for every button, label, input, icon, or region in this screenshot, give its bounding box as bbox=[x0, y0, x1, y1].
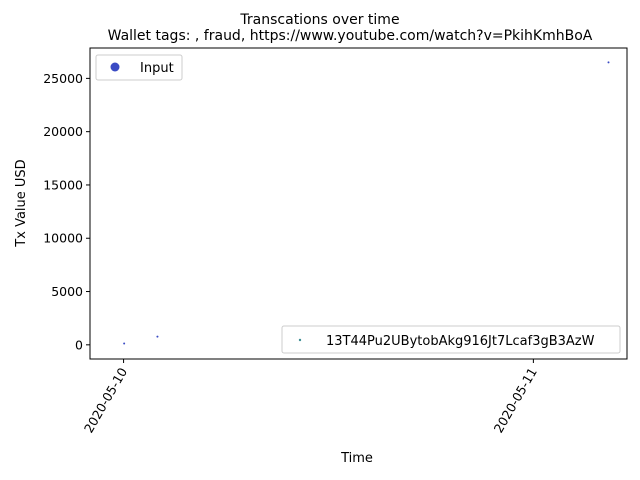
y-tick-label: 5000 bbox=[51, 284, 83, 299]
y-tick-label: 20000 bbox=[43, 124, 83, 139]
data-point bbox=[156, 335, 159, 338]
y-tick-label: 15000 bbox=[43, 177, 83, 192]
data-point bbox=[123, 342, 126, 345]
x-axis-label: Time bbox=[340, 451, 373, 466]
legend-address: 13T44Pu2UBytobAkg916Jt7Lcaf3gB3AzW bbox=[281, 325, 621, 354]
legend-address-label: 13T44Pu2UBytobAkg916Jt7Lcaf3gB3AzW bbox=[326, 334, 595, 349]
y-axis: 0 5000 10000 15000 20000 25000 bbox=[43, 71, 90, 352]
y-tick-label: 25000 bbox=[43, 71, 83, 86]
y-tick-label: 10000 bbox=[43, 231, 83, 246]
y-tick-label: 0 bbox=[75, 337, 83, 352]
legend-input-marker bbox=[110, 62, 120, 72]
legend-input-frame bbox=[95, 54, 183, 81]
chart-title: Transcations over time bbox=[239, 12, 399, 28]
x-axis: 2020-05-10 2020-05-11 bbox=[81, 359, 540, 435]
plot-area bbox=[89, 47, 628, 360]
data-point bbox=[607, 61, 610, 64]
legend-address-marker bbox=[298, 338, 302, 342]
x-tick-label: 2020-05-10 bbox=[81, 365, 130, 435]
data-points bbox=[123, 61, 610, 345]
chart-subtitle: Wallet tags: , fraud, https://www.youtub… bbox=[108, 28, 593, 44]
y-axis-label: Tx Value USD bbox=[14, 159, 29, 247]
legend-input: Input bbox=[95, 54, 183, 81]
legend-address-frame bbox=[281, 325, 621, 354]
x-tick-label: 2020-05-11 bbox=[491, 365, 540, 435]
legend-input-label: Input bbox=[140, 61, 174, 76]
